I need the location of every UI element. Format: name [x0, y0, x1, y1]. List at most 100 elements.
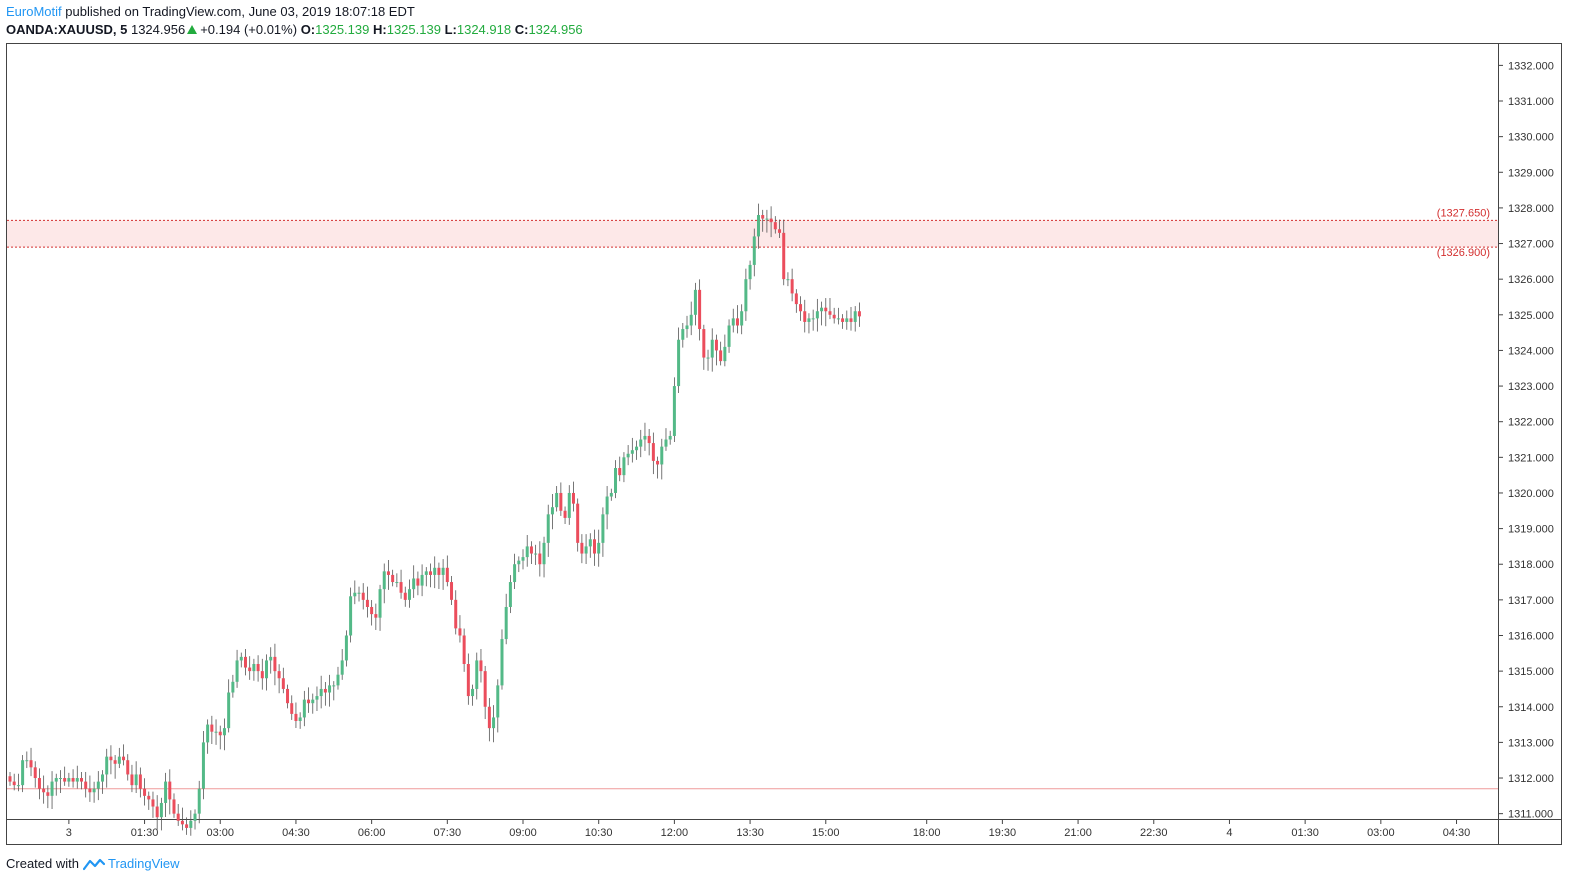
candle: [33, 761, 37, 788]
candle-body: [294, 713, 298, 722]
candle: [197, 780, 201, 824]
candle: [765, 209, 769, 233]
candle-body: [483, 671, 487, 707]
candle: [731, 308, 735, 333]
candle-body: [500, 639, 504, 686]
candle: [685, 315, 689, 338]
candle-body: [693, 289, 697, 315]
price-tick-label: 1318.000: [1508, 559, 1554, 571]
candle: [445, 555, 449, 587]
candle-body: [374, 614, 378, 618]
candle: [126, 754, 130, 781]
candle-body: [778, 229, 782, 233]
candle-body: [122, 756, 126, 761]
candle: [651, 432, 655, 475]
candle: [365, 586, 369, 618]
time-tick-label: 03:00: [1367, 827, 1395, 839]
candle: [109, 745, 113, 775]
candle-body: [273, 656, 277, 672]
candle-body: [214, 731, 218, 733]
candle-body: [101, 774, 105, 782]
candle-body: [54, 778, 58, 782]
time-tick-label: 15:00: [812, 827, 840, 839]
candle: [286, 684, 290, 709]
candle: [588, 533, 592, 558]
candle-body: [685, 325, 689, 330]
candle: [302, 690, 306, 727]
candle-body: [555, 492, 559, 508]
candle-body: [88, 788, 92, 793]
candle: [214, 719, 218, 745]
time-tick-label: 4: [1226, 827, 1232, 839]
candle-body: [382, 571, 386, 590]
candle-body: [361, 592, 365, 600]
candle-body: [635, 446, 639, 451]
candle: [71, 769, 75, 788]
candle-body: [647, 435, 651, 444]
candle: [252, 658, 256, 681]
candle-body: [277, 671, 281, 679]
zone-fill: [7, 220, 1498, 248]
candle: [748, 260, 752, 290]
candle-body: [752, 236, 756, 265]
price-tick-label: 1329.000: [1508, 167, 1554, 179]
candle-body: [437, 567, 441, 575]
tradingview-link[interactable]: TradingView: [82, 856, 180, 871]
candle-body: [761, 215, 765, 219]
zone-lower-label: (1326.900): [1437, 247, 1490, 259]
candle: [710, 328, 714, 372]
candle: [58, 770, 62, 793]
candle: [584, 534, 588, 565]
candle-body: [824, 307, 828, 312]
candle-body: [479, 660, 483, 672]
candle: [714, 334, 718, 366]
candle: [235, 649, 239, 688]
candle-body: [109, 756, 113, 761]
author-link[interactable]: EuroMotif: [6, 4, 62, 19]
candle: [277, 664, 281, 694]
candle: [122, 744, 126, 766]
candle-body: [458, 628, 462, 636]
candle: [761, 209, 765, 232]
resistance-zone[interactable]: [7, 219, 1498, 248]
candle-body: [563, 510, 567, 518]
candle: [340, 649, 344, 680]
candle-body: [412, 578, 416, 590]
candle-body: [597, 542, 601, 554]
candle-body: [832, 314, 836, 319]
symbol-label: OANDA:XAUUSD, 5: [6, 22, 128, 37]
candle: [740, 304, 744, 335]
candle-body: [143, 788, 147, 796]
candle: [105, 748, 109, 788]
time-tick-label: 06:00: [358, 827, 386, 839]
candle: [836, 307, 840, 325]
candle: [269, 647, 273, 674]
candle: [689, 301, 693, 336]
candle: [824, 298, 828, 327]
time-axis[interactable]: 3 01:30 03:00 04:30 06:00 07:30 09:00 10:30 12:0…: [66, 819, 1470, 839]
candle-body: [42, 788, 46, 793]
candle: [193, 809, 197, 830]
price-axis[interactable]: 1311.000 1312.000 1313.000 1314.000 1315.000…: [1498, 60, 1554, 821]
candle-body: [336, 674, 340, 686]
candle: [471, 684, 475, 706]
candle-body: [290, 703, 294, 714]
candle: [454, 590, 458, 635]
candle: [811, 309, 815, 331]
candle-body: [256, 664, 260, 672]
candle: [782, 219, 786, 286]
candle-body: [92, 788, 96, 793]
candle-body: [96, 781, 100, 789]
zone-upper-label: (1327.650): [1437, 207, 1490, 219]
candle-body: [16, 785, 20, 787]
candle-body: [248, 667, 252, 672]
candle: [841, 314, 845, 329]
candle-body: [429, 571, 432, 575]
price-tick-label: 1324.000: [1508, 345, 1554, 357]
candle-body: [529, 546, 533, 554]
candle-body: [243, 656, 247, 668]
candle-body: [534, 553, 538, 555]
candle: [508, 575, 512, 614]
candle-body: [504, 606, 508, 640]
